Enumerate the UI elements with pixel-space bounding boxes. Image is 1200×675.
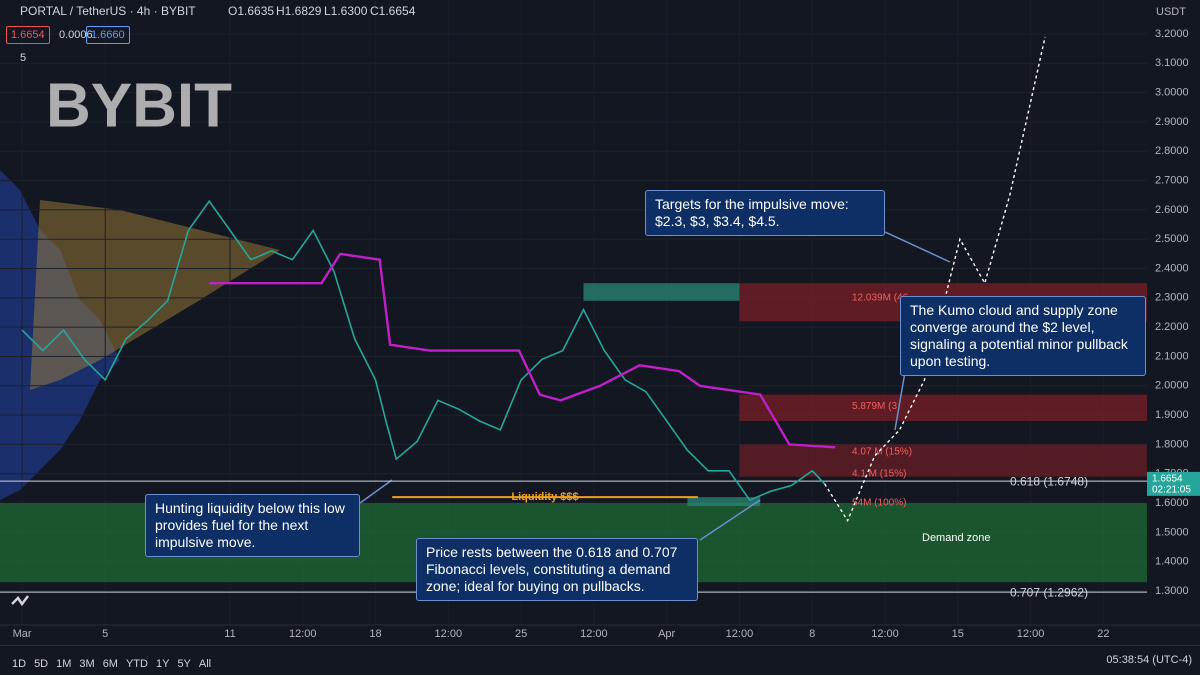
- watermark: BYBIT: [46, 71, 232, 140]
- y-tick-label: 3.0000: [1155, 87, 1189, 99]
- y-tick-label: 1.6000: [1155, 497, 1189, 509]
- range-button[interactable]: 1Y: [155, 658, 170, 670]
- y-tick-label: 2.2000: [1155, 321, 1189, 333]
- range-button[interactable]: All: [198, 658, 212, 670]
- range-button[interactable]: YTD: [125, 658, 148, 670]
- price-line: [209, 252, 836, 449]
- symbol: PORTAL / TetherUS · 4h · BYBIT: [20, 4, 196, 18]
- range-button[interactable]: 3M: [79, 658, 95, 670]
- x-tick-label: 12:00: [289, 628, 317, 640]
- annotation: The Kumo cloud and supply zone converge …: [900, 296, 1146, 376]
- x-tick-label: 5: [102, 628, 108, 640]
- annotation: Targets for the impulsive move: $2.3, $3…: [645, 190, 885, 236]
- y-tick-label: 2.8000: [1155, 145, 1189, 157]
- y-tick-label: 1.5000: [1155, 526, 1189, 538]
- x-tick-label: 12:00: [1017, 628, 1045, 640]
- range-button[interactable]: 6M: [102, 658, 118, 670]
- callout-arrow: [359, 479, 393, 504]
- bid[interactable]: 1.6654: [6, 26, 50, 44]
- spread: 0.0006: [59, 29, 93, 41]
- x-tick-label: 25: [515, 628, 527, 640]
- fib-label: 0.618 (1.6748): [1010, 474, 1088, 488]
- x-tick-label: 18: [369, 628, 381, 640]
- fib-label: 0.707 (1.2962): [1010, 585, 1088, 599]
- volume-profile: [0, 170, 120, 500]
- range-button[interactable]: 5Y: [177, 658, 191, 670]
- price-tag: [1147, 471, 1200, 496]
- y-tick-label: 1.3000: [1155, 585, 1189, 597]
- y-tick-label: 2.7000: [1155, 174, 1189, 186]
- y-tick-label: 2.4000: [1155, 262, 1189, 274]
- y-tick-label: 2.1000: [1155, 350, 1189, 362]
- x-tick-label: 12:00: [580, 628, 608, 640]
- volume-profile: [30, 200, 280, 390]
- ohlc-low: L1.6300: [324, 4, 368, 18]
- zone: [583, 283, 740, 301]
- x-tick-label: 8: [809, 628, 815, 640]
- x-tick-label: 22: [1097, 628, 1109, 640]
- zone: [739, 394, 1147, 421]
- profile-label: 4.1 M (15%): [852, 468, 906, 479]
- y-tick-label: 3.2000: [1155, 28, 1189, 40]
- profile-label: 54M (100%): [852, 498, 906, 509]
- x-tick-label: 12:00: [726, 628, 754, 640]
- y-tick-label: 1.9000: [1155, 409, 1189, 421]
- y-tick-label: 1.4000: [1155, 556, 1189, 568]
- currency: USDT: [1156, 6, 1186, 18]
- ask[interactable]: 1.6660: [86, 26, 130, 44]
- ohlc-open: O1.6635: [228, 4, 275, 18]
- profile-label: 4.07 M (15%): [852, 446, 912, 457]
- x-tick-label: 11: [224, 628, 235, 640]
- logo: [11, 595, 29, 607]
- profile-label: 5.879M (3: [852, 401, 897, 412]
- range-buttons: 1D 5D 1M 3M 6M YTD 1Y 5Y All: [12, 654, 219, 672]
- y-tick-label: 1.8000: [1155, 438, 1189, 450]
- zone: [687, 497, 761, 506]
- x-tick-label: 12:00: [435, 628, 463, 640]
- x-tick-label: Mar: [13, 628, 32, 640]
- y-tick-label: 3.1000: [1155, 57, 1189, 69]
- countdown: 02:21:05: [1152, 485, 1191, 496]
- annotation: Hunting liquidity below this low provide…: [145, 494, 360, 557]
- toolbar: 1D 5D 1M 3M 6M YTD 1Y 5Y All 05:38:54 (UTC-4): [0, 645, 1200, 675]
- callout-arrow: [894, 371, 906, 431]
- ohlc-high: H1.6829: [276, 4, 322, 18]
- range-button[interactable]: 1D: [12, 658, 27, 670]
- zone-label: Demand zone: [922, 532, 991, 544]
- indicator-count[interactable]: 5: [20, 52, 27, 64]
- callout-arrow: [884, 231, 951, 263]
- liquidity-label: Liquidity $$$: [511, 491, 578, 503]
- y-tick-label: 2.6000: [1155, 204, 1189, 216]
- x-tick-label: Apr: [658, 628, 675, 640]
- price-axis: [1147, 0, 1200, 645]
- y-tick-label: 2.9000: [1155, 116, 1189, 128]
- annotation: Price rests between the 0.618 and 0.707 …: [416, 538, 698, 601]
- range-button[interactable]: 5D: [34, 658, 49, 670]
- y-tick-label: 2.5000: [1155, 233, 1189, 245]
- ohlc-close: C1.6654: [370, 4, 416, 18]
- clock: 05:38:54 (UTC-4): [1106, 654, 1192, 666]
- profile-label: 12.039M (46: [852, 292, 909, 303]
- x-tick-label: 15: [952, 628, 964, 640]
- zone: [739, 444, 1147, 477]
- y-tick-label: 2.0000: [1155, 380, 1189, 392]
- price-line: [21, 199, 826, 502]
- x-tick-label: 12:00: [871, 628, 899, 640]
- price-tag-label: 1.6654: [1152, 474, 1183, 485]
- range-button[interactable]: 1M: [56, 658, 72, 670]
- y-tick-label: 2.3000: [1155, 292, 1189, 304]
- callout-arrow: [699, 499, 761, 541]
- price-line: [824, 36, 1046, 523]
